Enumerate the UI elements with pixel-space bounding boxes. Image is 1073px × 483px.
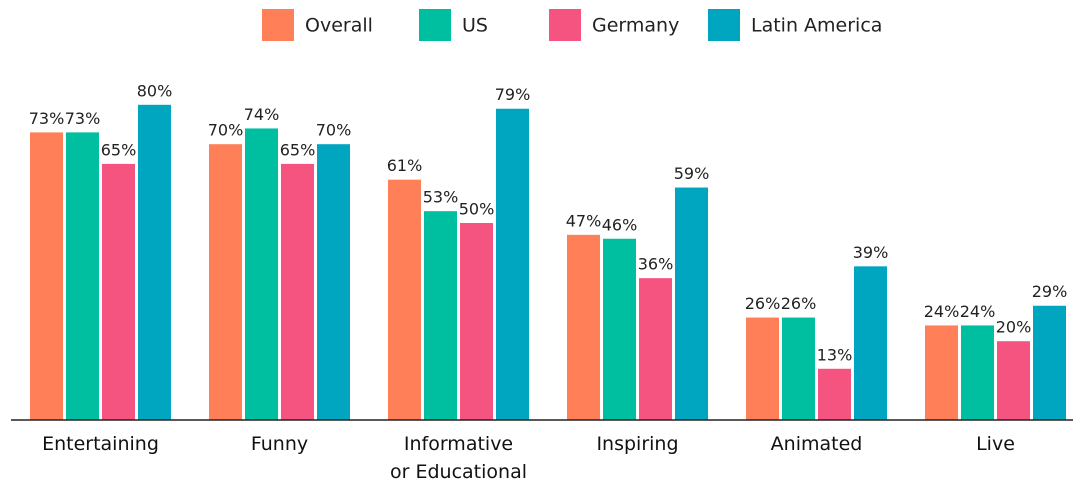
bar — [245, 128, 278, 420]
bar — [567, 234, 600, 420]
value-label: 79% — [495, 85, 531, 104]
value-label: 13% — [817, 345, 853, 364]
bar — [961, 325, 994, 420]
x-tick-label: Live — [976, 433, 1015, 455]
value-label: 26% — [781, 294, 817, 313]
value-label: 70% — [316, 121, 352, 140]
bar — [746, 317, 779, 420]
legend-swatch — [419, 9, 451, 41]
bar — [460, 223, 493, 420]
bar — [281, 163, 314, 420]
legend-label: Latin America — [751, 15, 882, 37]
value-label: 46% — [602, 215, 638, 234]
bar — [639, 278, 672, 420]
bar — [30, 132, 63, 420]
x-tick-label: Inspiring — [596, 433, 679, 455]
value-label: 70% — [208, 121, 244, 140]
bar — [818, 368, 851, 420]
value-label: 36% — [638, 255, 674, 274]
legend-label: Overall — [305, 15, 373, 37]
value-label: 24% — [960, 302, 996, 321]
value-label: 80% — [137, 81, 173, 100]
bar — [66, 132, 99, 420]
legend-swatch — [262, 9, 294, 41]
value-label: 73% — [29, 109, 65, 128]
x-tick-label: Informative or Educational — [390, 433, 527, 483]
value-label: 24% — [924, 302, 960, 321]
bar — [925, 325, 958, 420]
value-label: 74% — [244, 105, 280, 124]
bar — [102, 163, 135, 420]
legend-swatch — [549, 9, 581, 41]
bar — [388, 179, 421, 420]
x-tick-label: Entertaining — [42, 433, 159, 455]
bar — [997, 341, 1030, 420]
value-label: 50% — [459, 200, 495, 219]
legend-label: US — [462, 15, 488, 37]
bar — [138, 104, 171, 421]
value-label: 39% — [853, 243, 889, 262]
value-label: 59% — [674, 164, 710, 183]
value-label: 53% — [423, 188, 459, 207]
value-label: 73% — [65, 109, 101, 128]
bar — [782, 317, 815, 420]
legend-swatch — [708, 9, 740, 41]
value-label: 20% — [996, 318, 1032, 337]
x-tick-label: Funny — [250, 433, 309, 455]
bar — [603, 238, 636, 420]
legend-label: Germany — [592, 15, 679, 37]
value-label: 61% — [387, 156, 423, 175]
value-label: 29% — [1032, 282, 1068, 301]
value-label: 65% — [280, 140, 316, 159]
bar — [675, 187, 708, 420]
value-label: 65% — [101, 140, 137, 159]
value-label: 47% — [566, 211, 602, 230]
bar — [424, 211, 457, 420]
bar — [496, 108, 529, 421]
bar — [209, 144, 242, 420]
value-label: 26% — [745, 294, 781, 313]
bar — [317, 144, 350, 420]
bar — [854, 266, 887, 420]
bar — [1033, 305, 1066, 420]
x-tick-label: Animated — [770, 433, 863, 455]
